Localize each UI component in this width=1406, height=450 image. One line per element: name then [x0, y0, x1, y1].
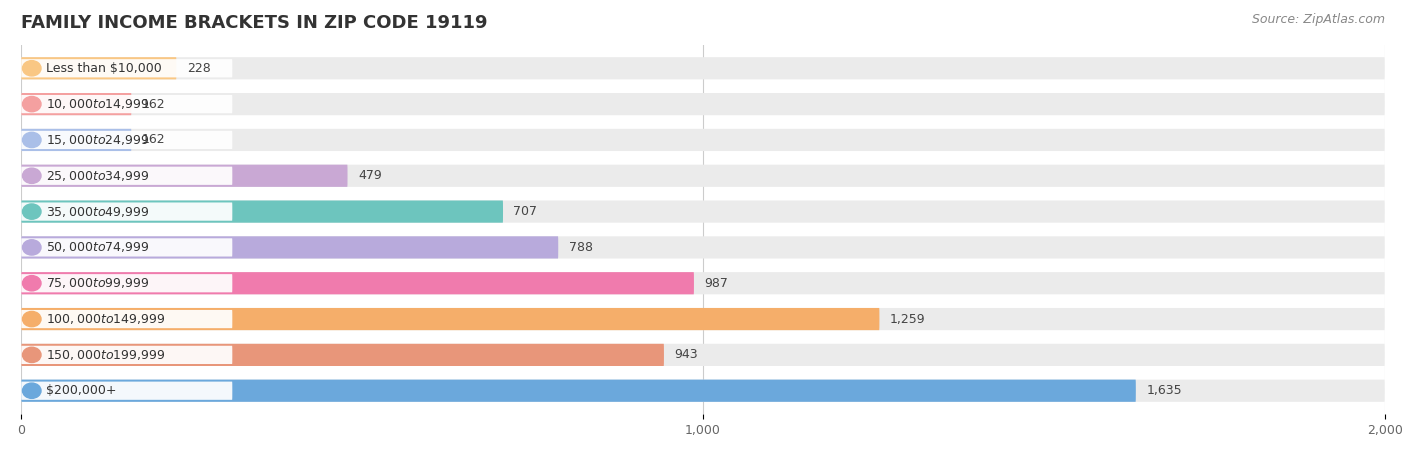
Text: $75,000 to $99,999: $75,000 to $99,999: [46, 276, 150, 290]
Ellipse shape: [22, 347, 41, 363]
Ellipse shape: [22, 275, 41, 291]
Text: 1,259: 1,259: [890, 313, 925, 325]
Text: 162: 162: [142, 134, 166, 146]
Text: FAMILY INCOME BRACKETS IN ZIP CODE 19119: FAMILY INCOME BRACKETS IN ZIP CODE 19119: [21, 14, 488, 32]
Ellipse shape: [22, 383, 41, 398]
Text: $35,000 to $49,999: $35,000 to $49,999: [46, 205, 150, 219]
FancyBboxPatch shape: [21, 95, 232, 113]
Text: 788: 788: [568, 241, 593, 254]
FancyBboxPatch shape: [21, 236, 1385, 258]
FancyBboxPatch shape: [21, 236, 558, 258]
Text: 479: 479: [359, 169, 381, 182]
Text: $100,000 to $149,999: $100,000 to $149,999: [46, 312, 166, 326]
FancyBboxPatch shape: [21, 59, 232, 77]
Text: 943: 943: [675, 348, 697, 361]
FancyBboxPatch shape: [21, 272, 1385, 294]
FancyBboxPatch shape: [21, 238, 232, 256]
FancyBboxPatch shape: [21, 166, 232, 185]
FancyBboxPatch shape: [21, 57, 1385, 79]
FancyBboxPatch shape: [21, 129, 131, 151]
Ellipse shape: [22, 240, 41, 255]
Text: 707: 707: [513, 205, 537, 218]
FancyBboxPatch shape: [21, 165, 347, 187]
Text: $150,000 to $199,999: $150,000 to $199,999: [46, 348, 166, 362]
Text: $50,000 to $74,999: $50,000 to $74,999: [46, 240, 150, 254]
FancyBboxPatch shape: [21, 201, 1385, 223]
Text: $25,000 to $34,999: $25,000 to $34,999: [46, 169, 150, 183]
FancyBboxPatch shape: [21, 310, 232, 328]
FancyBboxPatch shape: [21, 272, 695, 294]
FancyBboxPatch shape: [21, 308, 879, 330]
Ellipse shape: [22, 311, 41, 327]
FancyBboxPatch shape: [21, 380, 1136, 402]
Ellipse shape: [22, 204, 41, 219]
FancyBboxPatch shape: [21, 129, 1385, 151]
FancyBboxPatch shape: [21, 93, 131, 115]
FancyBboxPatch shape: [21, 344, 664, 366]
FancyBboxPatch shape: [21, 131, 232, 149]
FancyBboxPatch shape: [21, 201, 503, 223]
FancyBboxPatch shape: [21, 308, 1385, 330]
Text: Source: ZipAtlas.com: Source: ZipAtlas.com: [1251, 14, 1385, 27]
Text: $15,000 to $24,999: $15,000 to $24,999: [46, 133, 150, 147]
Text: Less than $10,000: Less than $10,000: [46, 62, 162, 75]
FancyBboxPatch shape: [21, 346, 232, 364]
Text: 228: 228: [187, 62, 211, 75]
Text: 162: 162: [142, 98, 166, 111]
FancyBboxPatch shape: [21, 274, 232, 292]
Text: 987: 987: [704, 277, 728, 290]
FancyBboxPatch shape: [21, 344, 1385, 366]
Ellipse shape: [22, 61, 41, 76]
Ellipse shape: [22, 132, 41, 148]
FancyBboxPatch shape: [21, 202, 232, 220]
FancyBboxPatch shape: [21, 165, 1385, 187]
FancyBboxPatch shape: [21, 380, 1385, 402]
FancyBboxPatch shape: [21, 93, 1385, 115]
Text: $10,000 to $14,999: $10,000 to $14,999: [46, 97, 150, 111]
FancyBboxPatch shape: [21, 57, 176, 79]
Text: $200,000+: $200,000+: [46, 384, 117, 397]
Text: 1,635: 1,635: [1146, 384, 1182, 397]
Ellipse shape: [22, 96, 41, 112]
Ellipse shape: [22, 168, 41, 184]
FancyBboxPatch shape: [21, 382, 232, 400]
